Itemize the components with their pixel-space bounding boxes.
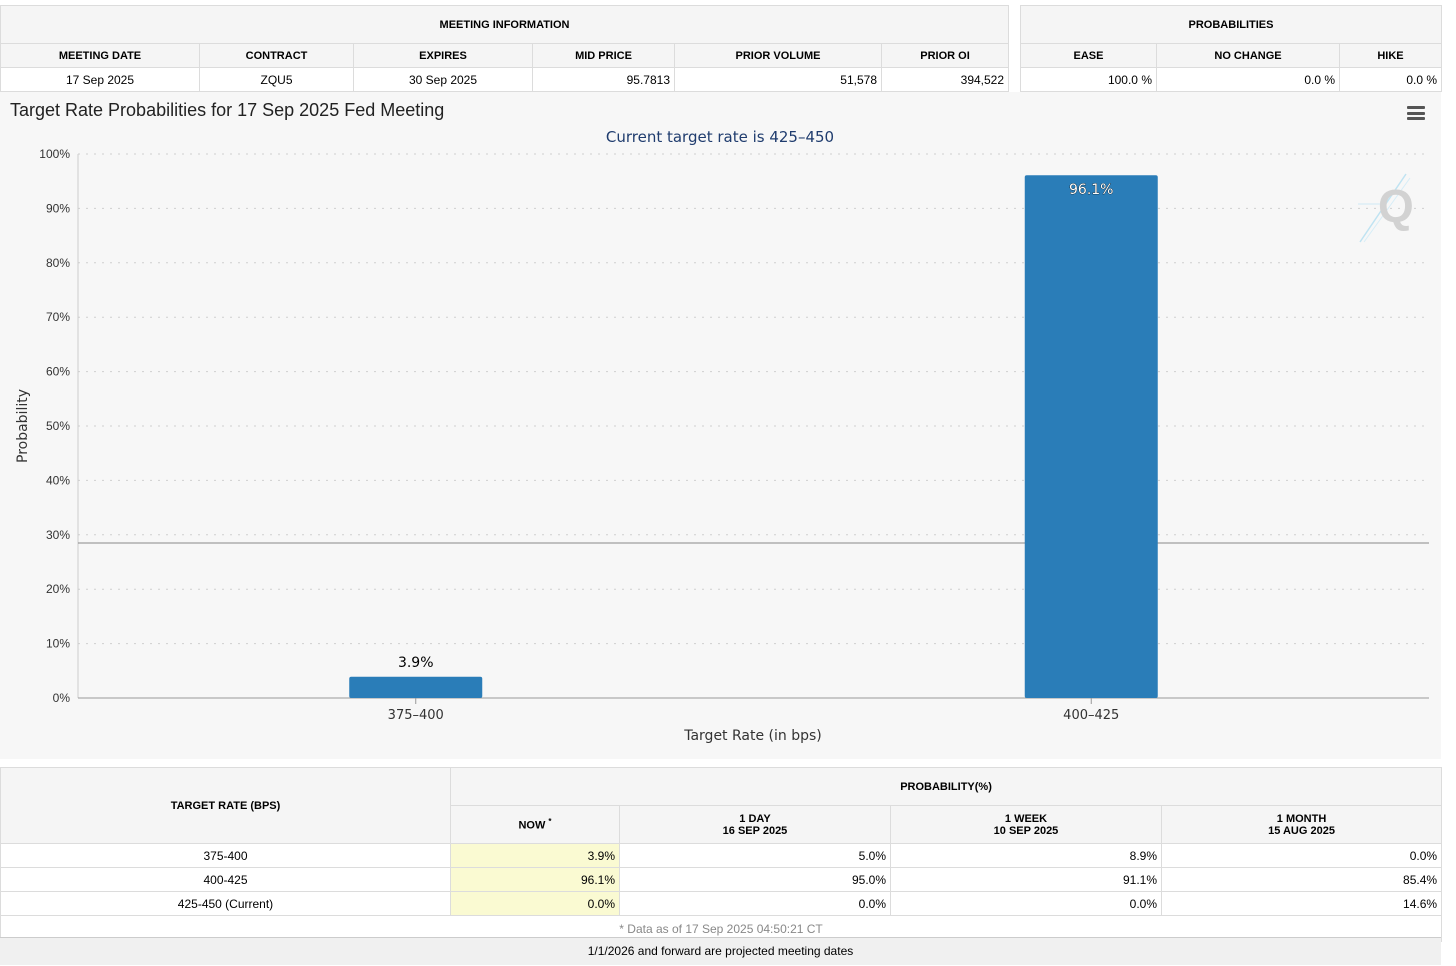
- rate-cell: 375-400: [0, 843, 451, 868]
- meeting-info-title: MEETING INFORMATION: [0, 5, 1010, 44]
- y-tick-label: 50%: [46, 419, 70, 433]
- y-tick-label: 70%: [46, 310, 70, 324]
- mid-price-value: 95.7813: [532, 67, 675, 92]
- header-ease: EASE: [1020, 43, 1157, 68]
- data-label: 96.1%: [1069, 182, 1113, 198]
- week-cell: 0.0%: [890, 891, 1162, 916]
- y-tick-label: 90%: [46, 201, 70, 215]
- y-tick-label: 0%: [53, 691, 71, 705]
- header-contract: CONTRACT: [199, 43, 354, 68]
- probabilities-table: PROBABILITIES EASE NO CHANGE HIKE 100.0 …: [1019, 5, 1443, 92]
- hike-value: 0.0 %: [1338, 67, 1443, 92]
- meeting-date-value: 17 Sep 2025: [0, 67, 200, 92]
- day-cell: 0.0%: [619, 891, 891, 916]
- header-1-week: 1 WEEK 10 SEP 2025: [890, 805, 1162, 844]
- header-mid-price: MID PRICE: [532, 43, 675, 68]
- chart-container: 0% 10% 20% 30% 40% 50% 60% 70% 80% 90% 100% 375–400…: [0, 92, 1441, 759]
- prior-volume-value: 51,578: [674, 67, 882, 92]
- month-cell: 85.4%: [1160, 867, 1443, 892]
- probability-history-table: TARGET RATE (BPS) PROBABILITY(%) NOW * 1…: [0, 767, 1443, 942]
- data-label: 3.9%: [398, 655, 434, 671]
- meeting-info-table: MEETING INFORMATION MEETING DATE CONTRAC…: [0, 5, 1010, 92]
- y-tick-label: 20%: [46, 582, 70, 596]
- target-rate-header: TARGET RATE (BPS): [0, 767, 451, 844]
- day-cell: 5.0%: [619, 843, 891, 868]
- now-cell: 0.0%: [450, 891, 620, 916]
- rate-cell: 400-425: [0, 867, 451, 892]
- table-row: 400-425 96.1% 95.0% 91.1% 85.4%: [0, 867, 1443, 892]
- day-cell: 95.0%: [619, 867, 891, 892]
- header-1-day: 1 DAY 16 SEP 2025: [619, 805, 891, 844]
- prior-oi-value: 394,522: [880, 67, 1010, 92]
- chart-subtitle: Current target rate is 425–450: [606, 128, 834, 146]
- menu-icon[interactable]: [1407, 106, 1425, 120]
- bar: [349, 676, 483, 698]
- probabilities-title: PROBABILITIES: [1019, 5, 1443, 44]
- header-now: NOW *: [450, 805, 620, 844]
- no-change-value: 0.0 %: [1156, 67, 1340, 92]
- chart-title: Target Rate Probabilities for 17 Sep 202…: [10, 100, 445, 120]
- header-1-month: 1 MONTH 15 AUG 2025: [1160, 805, 1443, 844]
- month-cell: 14.6%: [1160, 891, 1443, 916]
- y-axis-title: Probability: [15, 389, 31, 463]
- y-tick-label: 40%: [46, 473, 70, 487]
- week-cell: 8.9%: [890, 843, 1162, 868]
- bar: [1024, 175, 1158, 698]
- q-logo-icon: Q: [1358, 173, 1414, 243]
- now-cell: 3.9%: [450, 843, 620, 868]
- header-prior-oi: PRIOR OI: [880, 43, 1010, 68]
- rate-cell: 425-450 (Current): [0, 891, 451, 916]
- ease-value: 100.0 %: [1020, 67, 1157, 92]
- header-meeting-date: MEETING DATE: [0, 43, 200, 68]
- now-cell: 96.1%: [450, 867, 620, 892]
- expires-value: 30 Sep 2025: [353, 67, 533, 92]
- month-cell: 0.0%: [1160, 843, 1443, 868]
- svg-text:Q: Q: [1378, 180, 1414, 232]
- x-axis-title: Target Rate (in bps): [683, 728, 822, 744]
- x-tick-label: 400–425: [1063, 708, 1119, 723]
- header-expires: EXPIRES: [353, 43, 533, 68]
- table-row: 425-450 (Current) 0.0% 0.0% 0.0% 14.6%: [0, 891, 1443, 916]
- y-tick-label: 10%: [46, 637, 70, 651]
- table-row: 375-400 3.9% 5.0% 8.9% 0.0%: [0, 843, 1443, 868]
- header-no-change: NO CHANGE: [1156, 43, 1340, 68]
- header-hike: HIKE: [1338, 43, 1443, 68]
- x-tick-label: 375–400: [388, 708, 444, 723]
- y-tick-label: 30%: [46, 528, 70, 542]
- header-prior-volume: PRIOR VOLUME: [674, 43, 882, 68]
- y-tick-label: 100%: [39, 147, 70, 161]
- y-tick-label: 60%: [46, 365, 70, 379]
- week-cell: 91.1%: [890, 867, 1162, 892]
- contract-value: ZQU5: [199, 67, 354, 92]
- projected-dates-note: 1/1/2026 and forward are projected meeti…: [0, 937, 1441, 965]
- y-tick-label: 80%: [46, 256, 70, 270]
- probability-header: PROBABILITY(%): [449, 767, 1443, 806]
- bar-chart: 0% 10% 20% 30% 40% 50% 60% 70% 80% 90% 100% 375–400…: [15, 128, 1429, 744]
